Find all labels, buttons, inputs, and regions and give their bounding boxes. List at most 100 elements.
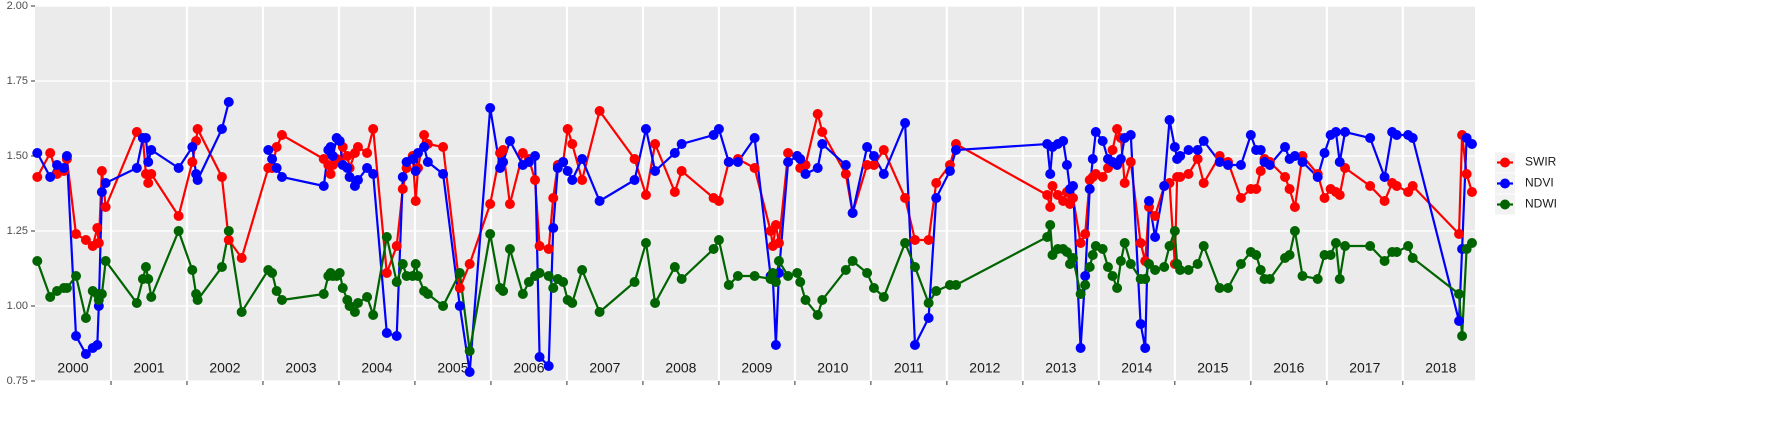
data-point [1068,253,1079,263]
data-point [1068,193,1079,203]
data-point [868,160,879,170]
data-point [391,277,402,287]
data-point [92,340,103,350]
data-point [349,307,360,317]
data-point [412,148,423,158]
y-tick-label: 0.75 [7,375,28,387]
data-point [1183,169,1194,179]
data-point [58,163,69,173]
data-point [1255,265,1266,275]
data-point [909,262,920,272]
data-point [368,169,379,179]
data-point [723,280,734,290]
data-point [1280,172,1291,182]
data-point [749,133,760,143]
data-point [783,271,794,281]
data-point [410,166,421,176]
data-point [318,181,329,191]
data-point [1097,172,1108,182]
year-label: 2017 [1349,360,1380,376]
data-point [1140,274,1151,284]
data-point [327,151,338,161]
data-point [577,154,588,164]
data-point [498,286,509,296]
data-point [640,238,651,248]
data-point [1107,271,1118,281]
data-point [71,229,82,239]
data-point [498,145,509,155]
data-point [783,157,794,167]
y-tick-label: 2.00 [7,0,28,12]
data-point [410,196,421,206]
year-label: 2011 [894,360,924,376]
year-label: 2003 [285,360,316,376]
data-point [676,139,687,149]
data-point [1466,187,1477,197]
data-point [131,163,142,173]
legend-label: NDVI [1525,176,1554,190]
data-point [325,169,336,179]
data-point [1379,196,1390,206]
data-point [534,241,545,251]
data-point [1319,148,1330,158]
data-point [1466,139,1477,149]
data-point [817,295,828,305]
data-point [1061,247,1072,257]
data-point [1198,136,1209,146]
data-point [1102,262,1113,272]
data-point [1164,241,1175,251]
data-point [1334,190,1345,200]
data-point [1084,262,1095,272]
data-point [276,295,287,305]
data-point [216,124,227,134]
data-point [1284,184,1295,194]
data-point [548,223,559,233]
data-point [1319,193,1330,203]
data-point [45,148,56,158]
data-point [1080,271,1091,281]
data-point [770,220,781,230]
data-point [1150,232,1161,242]
data-point [534,268,545,278]
data-point [1140,343,1151,353]
data-point [438,142,449,152]
data-point [558,157,569,167]
data-point [543,244,554,254]
data-point [419,142,430,152]
data-point [1457,331,1468,341]
data-point [1042,190,1053,200]
data-point [767,268,778,278]
data-point [1214,283,1225,293]
data-point [795,277,806,287]
data-point [1175,151,1186,161]
data-point [276,172,287,182]
data-point [594,106,605,116]
data-point [517,289,528,299]
data-point [1340,241,1351,251]
data-point [543,271,554,281]
data-point [1192,154,1203,164]
data-point [263,145,274,155]
data-point [676,166,687,176]
data-point [669,262,680,272]
data-point [1087,154,1098,164]
data-point [236,307,247,317]
data-point [523,157,534,167]
data-point [713,196,724,206]
data-point [923,298,934,308]
data-point [96,187,107,197]
data-point [1183,145,1194,155]
data-point [1403,241,1414,251]
data-point [1297,271,1308,281]
data-point [140,133,151,143]
data-point [352,298,363,308]
data-point [1075,343,1086,353]
data-point [337,283,348,293]
data-point [1119,178,1130,188]
data-point [80,235,91,245]
data-point [1175,265,1186,275]
data-point [909,340,920,350]
data-point [530,175,541,185]
data-point [412,271,423,281]
data-point [1289,226,1300,236]
